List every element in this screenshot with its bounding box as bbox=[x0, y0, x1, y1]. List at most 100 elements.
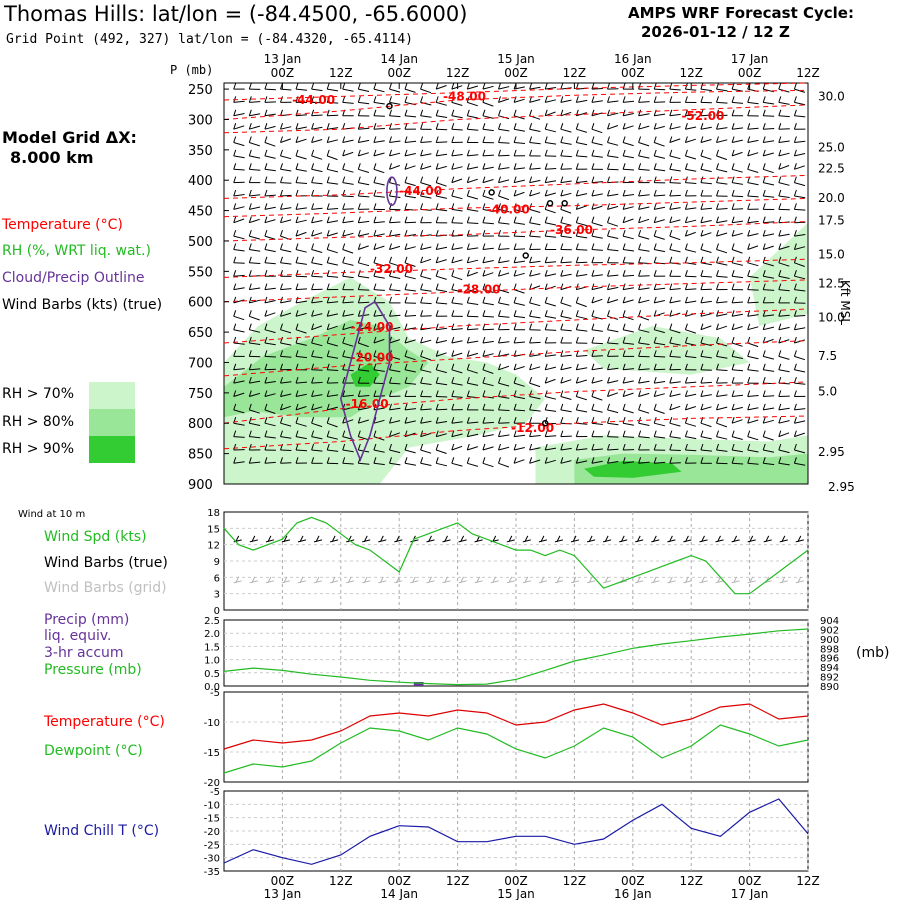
wind-barb-flag bbox=[762, 390, 766, 397]
wind-barb-shaft bbox=[529, 382, 541, 388]
wind-barb-flag bbox=[778, 136, 782, 143]
wind-barb-flag bbox=[607, 189, 610, 197]
wind-barb-shaft bbox=[529, 235, 541, 238]
wind-barb-flag bbox=[248, 443, 252, 451]
wind-barb-shaft bbox=[436, 259, 447, 264]
wind-barb-shaft bbox=[529, 459, 541, 464]
wind-barb-flag bbox=[747, 283, 751, 290]
wind-barb-shaft bbox=[763, 168, 774, 174]
wind-barb-flag bbox=[498, 136, 501, 143]
wind-speed-tick-label: 18 bbox=[207, 508, 220, 519]
wind-barb-shaft bbox=[389, 221, 401, 224]
wind-barb-flag bbox=[560, 283, 564, 290]
wind-barb-shaft bbox=[623, 168, 635, 171]
wind-barb-flag bbox=[575, 256, 579, 263]
wind-barb-shaft bbox=[622, 235, 634, 240]
wind-barb-shaft bbox=[404, 432, 416, 438]
wind-barb-shaft bbox=[732, 182, 743, 185]
wind-barb-shaft bbox=[327, 232, 338, 237]
wind-barb-flag bbox=[311, 176, 315, 183]
wind-barb-flag bbox=[233, 176, 237, 183]
wind-barb-flag bbox=[451, 256, 455, 263]
wind-barb-flag bbox=[295, 363, 299, 370]
wind-barb-shaft bbox=[358, 195, 370, 198]
wind-barb-shaft bbox=[794, 262, 805, 267]
wind-barb-flag bbox=[264, 163, 268, 170]
wind-barb-flag bbox=[747, 243, 751, 250]
wind-barb-flag bbox=[700, 256, 704, 263]
temperature-contour-label: -16.00 bbox=[346, 397, 389, 411]
wind-barb-flag bbox=[248, 96, 252, 103]
wind-barb-flag bbox=[435, 403, 439, 411]
pressure-tick-label: 250 bbox=[188, 83, 213, 98]
wind-barb-flag bbox=[778, 270, 782, 277]
wind-barb-shaft bbox=[545, 459, 556, 464]
wind-barb-flag bbox=[311, 270, 315, 277]
wind-barb-flag bbox=[280, 176, 283, 183]
wind-barb-shaft bbox=[700, 436, 712, 440]
wind-barb-flag bbox=[326, 323, 330, 330]
wind-barb-shaft bbox=[467, 369, 478, 374]
wind-barb-flag bbox=[264, 203, 268, 210]
wind-barb-shaft bbox=[763, 140, 775, 143]
forecast-cycle-label: AMPS WRF Forecast Cycle: bbox=[628, 4, 854, 22]
wind-barb-flag bbox=[575, 376, 579, 384]
wind-barb-shaft bbox=[591, 298, 603, 304]
wind-barb-flag bbox=[498, 256, 501, 263]
wind-barb-flag bbox=[607, 430, 610, 437]
wind-barb-flag bbox=[498, 283, 501, 290]
wind-barb-shaft bbox=[389, 152, 401, 157]
wind-barb-shaft bbox=[280, 219, 292, 224]
wind-barb-shaft bbox=[233, 422, 245, 426]
wind-barb-shaft bbox=[529, 260, 541, 264]
wind-barb-flag bbox=[622, 390, 626, 397]
wind-barb-flag bbox=[638, 109, 642, 116]
wind-barb-flag bbox=[280, 163, 283, 170]
wind-barb-shaft bbox=[732, 275, 744, 279]
wind-barb-flag bbox=[466, 82, 470, 90]
wind-barb-flag bbox=[700, 430, 704, 437]
wind-barb-flag bbox=[373, 350, 377, 357]
surface-barb-grid bbox=[281, 576, 291, 584]
wind-barb-flag bbox=[513, 430, 517, 437]
wind-barb-shaft bbox=[436, 302, 448, 305]
wind-barb-shaft bbox=[545, 409, 557, 412]
wind-barb-shaft bbox=[732, 208, 744, 210]
wind-barb-shaft bbox=[420, 355, 432, 361]
bottom-date-label: 14 Jan bbox=[380, 887, 418, 900]
wind-barb-shaft bbox=[529, 86, 541, 90]
wind-barb-shaft bbox=[373, 326, 385, 331]
wind-barb-flag bbox=[404, 243, 408, 250]
wind-barb-shaft bbox=[731, 326, 743, 331]
wind-barb-flag bbox=[653, 376, 657, 384]
wind-barb-flag bbox=[498, 96, 501, 103]
wind-barb-shaft bbox=[233, 168, 245, 171]
wind-barb-shaft bbox=[264, 342, 276, 346]
wind-barb-flag bbox=[653, 457, 657, 464]
wind-barb-shaft bbox=[342, 394, 354, 397]
wind-barb-flag bbox=[747, 390, 751, 397]
wind-barb-flag bbox=[762, 176, 766, 183]
wind-barb-shaft bbox=[311, 449, 323, 452]
wind-barb-shaft bbox=[467, 421, 479, 424]
wind-barb-shaft bbox=[700, 182, 712, 185]
legend-temperature-surface: Temperature (°C) bbox=[44, 714, 165, 730]
wind-barb-flag bbox=[731, 243, 735, 250]
wind-barb-flag bbox=[389, 136, 392, 143]
wind-barb-shaft bbox=[249, 422, 261, 426]
pressure-tick-label: 550 bbox=[188, 265, 213, 280]
wind-barb-shaft bbox=[591, 460, 603, 464]
wind-barb-shaft bbox=[327, 168, 339, 173]
wind-barb-shaft bbox=[716, 127, 728, 130]
legend-rh70-swatch bbox=[89, 382, 135, 409]
wind-barb-shaft bbox=[327, 88, 339, 92]
wind-barb-flag bbox=[373, 96, 377, 103]
wind-barb-flag bbox=[482, 109, 486, 116]
wind-barb-shaft bbox=[498, 154, 510, 157]
wind-barb-flag bbox=[778, 376, 782, 384]
wind-barb-flag bbox=[731, 417, 735, 424]
wind-barb-shaft bbox=[763, 115, 775, 117]
wind-barb-flag bbox=[716, 430, 719, 437]
wind-barb-flag bbox=[747, 136, 751, 143]
wind-barb-shaft bbox=[685, 88, 697, 91]
